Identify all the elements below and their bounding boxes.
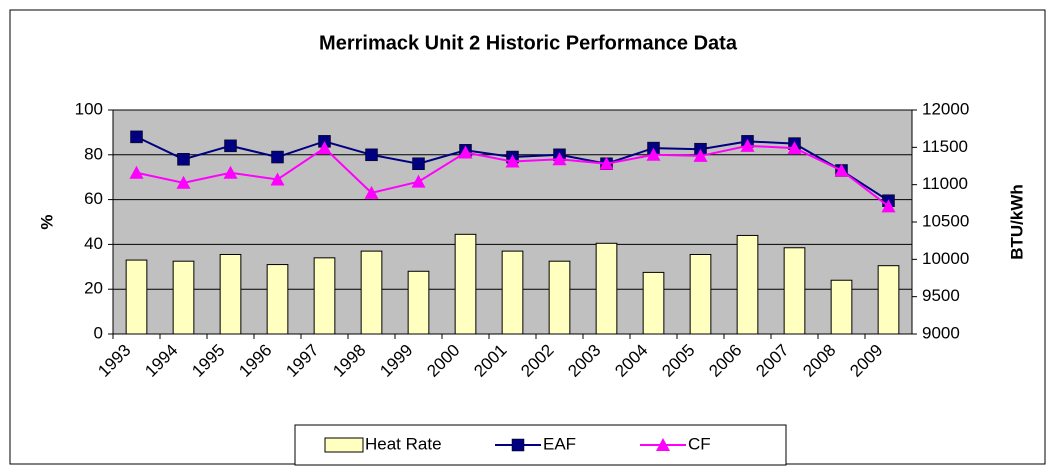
marker [693, 148, 708, 162]
y-tick-label: 40 [84, 234, 103, 253]
bar [454, 233, 477, 335]
marker [129, 165, 144, 179]
marker [223, 165, 238, 179]
bar [783, 247, 806, 335]
y2-tick-label: 11500 [922, 137, 968, 156]
bar [830, 279, 853, 335]
marker [270, 172, 285, 186]
marker [834, 163, 849, 177]
marker [505, 154, 520, 168]
y-tick-label: 80 [84, 144, 103, 163]
bar [595, 242, 618, 335]
marker [411, 174, 426, 188]
marker [365, 148, 378, 162]
marker [364, 185, 379, 199]
y2-tick-label: 10500 [922, 211, 969, 230]
legend-label: EAF [543, 434, 576, 453]
legend-label: Heat Rate [365, 434, 442, 453]
marker [552, 152, 567, 166]
bar [689, 253, 712, 335]
bar [642, 271, 665, 335]
marker [599, 156, 614, 170]
legend-label: CF [688, 434, 711, 453]
bar [125, 259, 148, 335]
marker [130, 130, 143, 144]
marker [317, 141, 332, 155]
y-axis-label: % [37, 214, 56, 229]
bar [313, 257, 336, 335]
marker [271, 150, 284, 164]
bar [548, 260, 571, 335]
marker [511, 438, 525, 452]
bar [501, 250, 524, 335]
marker [740, 138, 755, 152]
marker [177, 153, 190, 166]
marker [646, 147, 661, 161]
bar [219, 253, 242, 335]
bar [877, 265, 900, 335]
y-tick-label: 20 [84, 279, 103, 298]
bar [360, 250, 383, 335]
bar [736, 234, 759, 335]
marker [224, 139, 237, 153]
y2-tick-label: 9000 [922, 323, 960, 342]
y-tick-label: 60 [84, 189, 103, 208]
y2-tick-label: 9500 [922, 286, 960, 305]
y-tick-label: 0 [94, 323, 103, 342]
bar [172, 260, 195, 335]
bar [266, 264, 289, 335]
y2-tick-label: 10000 [922, 249, 969, 268]
marker [176, 175, 191, 189]
y2-tick-label: 11000 [922, 174, 968, 193]
marker [412, 157, 425, 171]
bar [407, 270, 430, 335]
marker [881, 199, 896, 213]
y-tick-label: 100 [75, 99, 103, 118]
y2-tick-label: 12000 [922, 99, 969, 118]
chart-title: Merrimack Unit 2 Historic Performance Da… [319, 32, 738, 54]
marker [656, 438, 670, 451]
y2-axis-label: BTU/kWh [1007, 184, 1026, 260]
marker [787, 141, 802, 155]
marker [458, 145, 473, 159]
legend-swatch [324, 437, 364, 453]
